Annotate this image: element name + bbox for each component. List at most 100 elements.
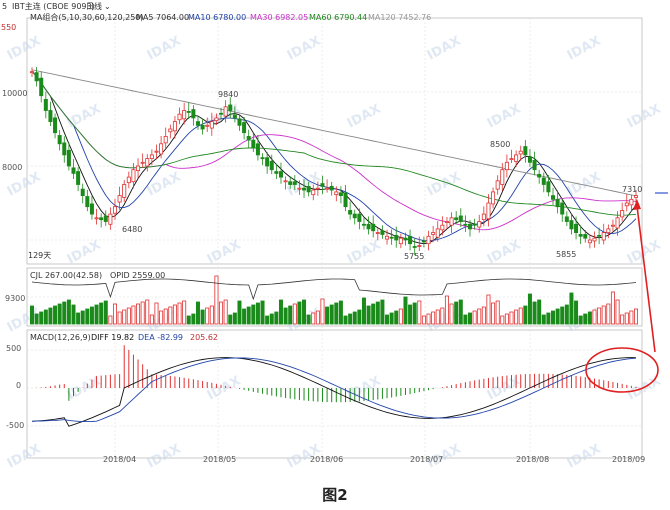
vol-cjl-label: CJL 267.00(42.58) — [30, 271, 102, 280]
volume-bar — [440, 307, 445, 325]
candle-body — [366, 223, 371, 230]
volume-bar — [237, 300, 242, 325]
macd-tick-500: 500 — [6, 344, 21, 353]
volume-bar — [398, 308, 403, 325]
volume-bar — [48, 307, 53, 325]
candle-body — [154, 150, 159, 153]
macd-tick-neg500: -500 — [6, 421, 24, 430]
volume-bar — [449, 303, 454, 325]
candle-body — [329, 185, 334, 191]
candle-body — [597, 234, 602, 237]
volume-bar — [255, 302, 260, 325]
open-interest-line — [31, 278, 637, 301]
volume-bar — [149, 314, 154, 325]
candle-body — [246, 135, 251, 141]
candle-body — [555, 198, 560, 208]
volume-bar — [375, 301, 380, 325]
candle-body — [34, 72, 39, 82]
volume-bar — [329, 304, 334, 325]
candle-body — [242, 122, 247, 134]
candle-body — [403, 237, 408, 241]
candle-body — [601, 232, 606, 241]
volume-bar — [624, 312, 629, 325]
candle-body — [380, 230, 385, 235]
candle-body — [311, 189, 316, 196]
volume-bar — [527, 293, 532, 325]
candle-body — [53, 117, 58, 134]
x-label-2018-08: 2018/08 — [516, 455, 549, 464]
candle-body — [283, 180, 288, 183]
volume-bar — [29, 305, 34, 325]
volume-bar — [361, 297, 366, 325]
watermark-text: IDAX — [5, 442, 44, 472]
x-label-2018-06: 2018/06 — [310, 455, 343, 464]
volume-bar — [311, 312, 316, 325]
candle-body — [481, 213, 486, 221]
x-label-2018-09: 2018/09 — [612, 455, 645, 464]
ma120-line — [31, 69, 637, 197]
volume-bar — [491, 302, 496, 325]
candle-body — [168, 128, 173, 133]
candle-body — [43, 99, 48, 111]
volume-bar — [454, 301, 459, 325]
volume-bar — [269, 313, 274, 325]
volume-bar — [601, 305, 606, 325]
ma30-label: MA30 6982.05 — [250, 13, 308, 22]
candle-body — [186, 111, 191, 113]
candle-body — [454, 217, 459, 221]
volume-bar — [154, 302, 159, 325]
candle-body — [394, 234, 399, 241]
volume-bar — [80, 310, 85, 325]
volume-bar — [89, 306, 94, 325]
highlight-arrow — [636, 205, 656, 353]
candle-body — [288, 181, 293, 185]
volume-bar — [122, 309, 127, 325]
candle-body — [385, 235, 390, 240]
candle-body — [205, 124, 210, 127]
ma60-label: MA60 6790.44 — [309, 13, 367, 22]
candle-body — [527, 156, 532, 163]
candle-body — [182, 110, 187, 120]
volume-bar — [458, 299, 463, 325]
volume-bar — [629, 310, 634, 325]
candle-body — [435, 228, 440, 238]
candle-body — [500, 169, 505, 185]
volume-bar — [537, 299, 542, 325]
volume-bar — [57, 303, 62, 325]
candle-body — [375, 232, 380, 235]
candle-body — [587, 239, 592, 244]
candle-body — [214, 117, 219, 122]
macd-lines — [31, 357, 637, 427]
volume-bar — [421, 315, 426, 325]
candle-body — [62, 142, 67, 156]
candle-body — [278, 171, 283, 178]
candle-body — [228, 104, 233, 111]
volume-bar — [136, 303, 141, 325]
volume-bar — [615, 299, 620, 325]
ma10-label: MA10 6780.00 — [188, 13, 246, 22]
volume-bar — [574, 300, 579, 325]
candle-body — [191, 109, 196, 119]
ma120-label: MA120 7452.76 — [368, 13, 431, 22]
volume-bar — [232, 312, 237, 325]
chevron-down-icon[interactable]: ⌄ — [104, 2, 111, 11]
volume-bar — [583, 313, 588, 325]
volume-bar — [274, 311, 279, 325]
volume-bar — [606, 303, 611, 325]
volume-bar — [412, 302, 417, 325]
candle-body — [163, 135, 168, 144]
volume-bar — [145, 299, 150, 325]
volume-bar — [260, 300, 265, 325]
period-label[interactable]: 日线 — [86, 1, 102, 11]
candle-body — [371, 223, 376, 232]
volume-bar — [352, 311, 357, 325]
candle-body — [449, 217, 454, 226]
candle-body — [172, 121, 177, 132]
volume-bar — [62, 301, 67, 325]
volume-bar — [195, 301, 200, 325]
volume-bar — [343, 315, 348, 325]
volume-bar — [587, 311, 592, 325]
candle-body — [578, 234, 583, 237]
candle-body — [606, 228, 611, 233]
candle-body — [99, 217, 104, 221]
